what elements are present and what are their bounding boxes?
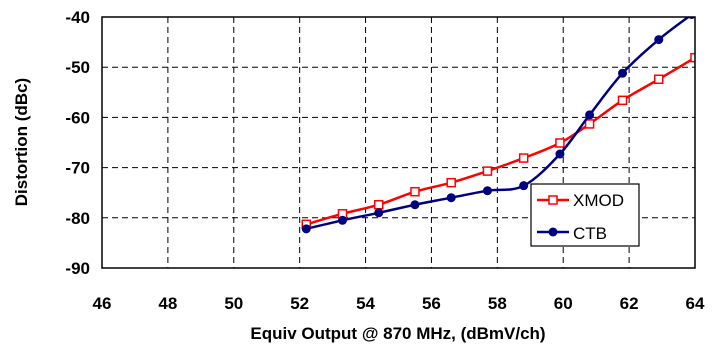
legend: XMOD CTB xyxy=(530,183,640,247)
data-point-ctb xyxy=(482,186,492,196)
data-point-xmod xyxy=(690,52,695,63)
legend-marker-xmod xyxy=(548,195,558,205)
x-tick-label: 50 xyxy=(224,294,243,313)
data-point-ctb xyxy=(446,193,456,203)
data-point-xmod xyxy=(373,199,384,210)
data-point-xmod xyxy=(482,166,493,176)
plot-border xyxy=(101,16,696,269)
data-point-ctb xyxy=(301,224,311,234)
data-point-xmod xyxy=(584,119,595,129)
x-tick-label: 54 xyxy=(356,294,375,313)
legend-marker-ctb xyxy=(548,227,558,237)
y-tick-label: -90 xyxy=(65,259,90,278)
y-tick-label: -40 xyxy=(65,8,90,27)
data-point-ctb xyxy=(374,208,384,218)
y-tick-label: -60 xyxy=(65,108,90,127)
legend-box xyxy=(530,183,640,247)
x-tick-label: 60 xyxy=(554,294,573,313)
x-tick-label: 62 xyxy=(620,294,639,313)
data-point-ctb xyxy=(555,149,565,159)
y-tick-label: -80 xyxy=(65,209,90,228)
y-tick-label: -70 xyxy=(65,159,90,178)
data-point-ctb xyxy=(410,200,420,210)
data-point-ctb xyxy=(654,35,664,45)
legend-label-ctb: CTB xyxy=(573,224,607,243)
x-tick-label: 48 xyxy=(158,294,177,313)
series-layer xyxy=(301,17,695,234)
data-point-xmod xyxy=(617,95,628,106)
x-tick-label: 64 xyxy=(686,294,705,313)
x-axis-title: Equiv Output @ 870 MHz, (dBmV/ch) xyxy=(250,324,545,343)
data-point-ctb xyxy=(337,215,347,225)
data-point-ctb xyxy=(618,68,628,78)
data-point-xmod xyxy=(518,153,529,163)
x-tick-label: 46 xyxy=(93,294,112,313)
y-tick-label: -50 xyxy=(65,58,90,77)
data-point-xmod xyxy=(654,74,664,84)
data-point-xmod xyxy=(410,186,420,197)
data-point-ctb xyxy=(519,181,529,191)
data-point-xmod xyxy=(446,177,456,188)
data-point-xmod xyxy=(555,138,565,148)
x-tick-label: 58 xyxy=(488,294,507,313)
x-tick-label: 56 xyxy=(422,294,441,313)
data-point-ctb xyxy=(585,110,595,120)
axis-ticks: 46 48 50 52 54 56 58 60 62 64 -40 -50 -60 -70 -80 -90 xyxy=(65,8,705,313)
x-tick-label: 52 xyxy=(290,294,309,313)
legend-label-xmod: XMOD xyxy=(573,191,624,210)
y-axis-title: Distortion (dBc) xyxy=(12,78,31,206)
